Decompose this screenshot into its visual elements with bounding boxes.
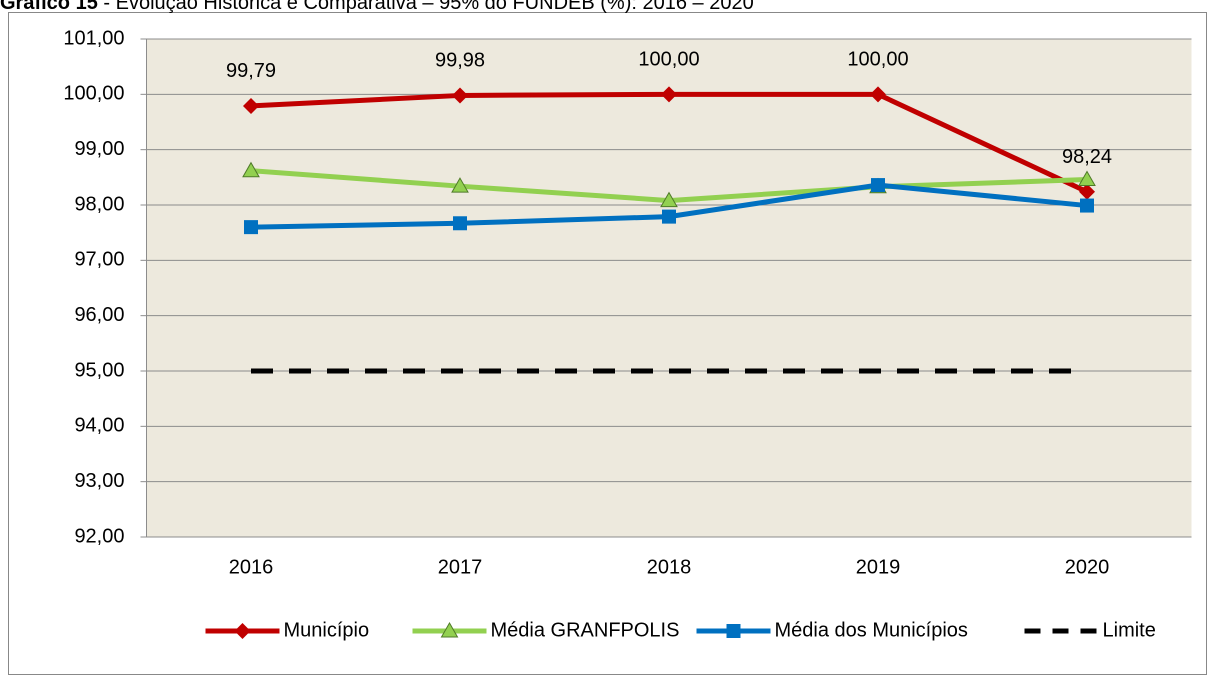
marker <box>661 86 677 103</box>
marker <box>662 209 676 224</box>
x-tick-label: 2020 <box>1065 556 1110 578</box>
marker <box>453 216 467 231</box>
data-label: 99,98 <box>435 50 485 72</box>
y-tick-label: 94,00 <box>74 415 124 437</box>
marker <box>243 97 259 114</box>
x-tick-label: 2017 <box>438 556 483 578</box>
plot-area <box>146 39 1192 537</box>
title-label: Gráfico 15 <box>0 0 98 14</box>
marker <box>451 177 469 193</box>
data-label: 100,00 <box>847 49 908 71</box>
marker <box>1079 183 1095 200</box>
chart-title: Gráfico 15 - Evolução Histórica e Compar… <box>0 0 754 14</box>
marker <box>870 86 886 103</box>
marker <box>660 191 678 208</box>
marker <box>242 161 260 178</box>
x-tick-label: 2016 <box>229 556 274 578</box>
x-tick-label: 2019 <box>856 556 901 578</box>
legend-label: Município <box>284 619 370 641</box>
data-label: 100,00 <box>638 49 699 71</box>
legend-label: Média GRANFPOLIS <box>491 619 680 641</box>
y-tick-label: 93,00 <box>74 470 124 492</box>
y-tick-label: 92,00 <box>74 525 124 547</box>
y-tick-label: 99,00 <box>74 138 124 160</box>
legend-label: Média dos Municípios <box>775 619 968 641</box>
marker <box>452 87 468 104</box>
x-tick-label: 2018 <box>647 556 692 578</box>
marker <box>726 624 741 638</box>
marker <box>871 178 885 193</box>
marker <box>234 623 251 639</box>
data-label: 99,79 <box>226 60 276 82</box>
y-tick-label: 95,00 <box>74 359 124 381</box>
y-tick-label: 97,00 <box>74 249 124 271</box>
title-text: - Evolução Histórica e Comparativa – 95%… <box>98 0 754 14</box>
legend-label: Limite <box>1103 619 1156 641</box>
title-band <box>0 0 1208 8</box>
y-tick-label: 101,00 <box>63 27 124 49</box>
y-tick-label: 98,00 <box>74 193 124 215</box>
y-tick-label: 100,00 <box>63 83 124 105</box>
data-label: 98,24 <box>1062 146 1112 168</box>
marker <box>1078 170 1096 187</box>
y-tick-label: 96,00 <box>74 304 124 326</box>
marker <box>1080 198 1094 213</box>
marker <box>440 621 459 638</box>
marker <box>244 220 258 235</box>
